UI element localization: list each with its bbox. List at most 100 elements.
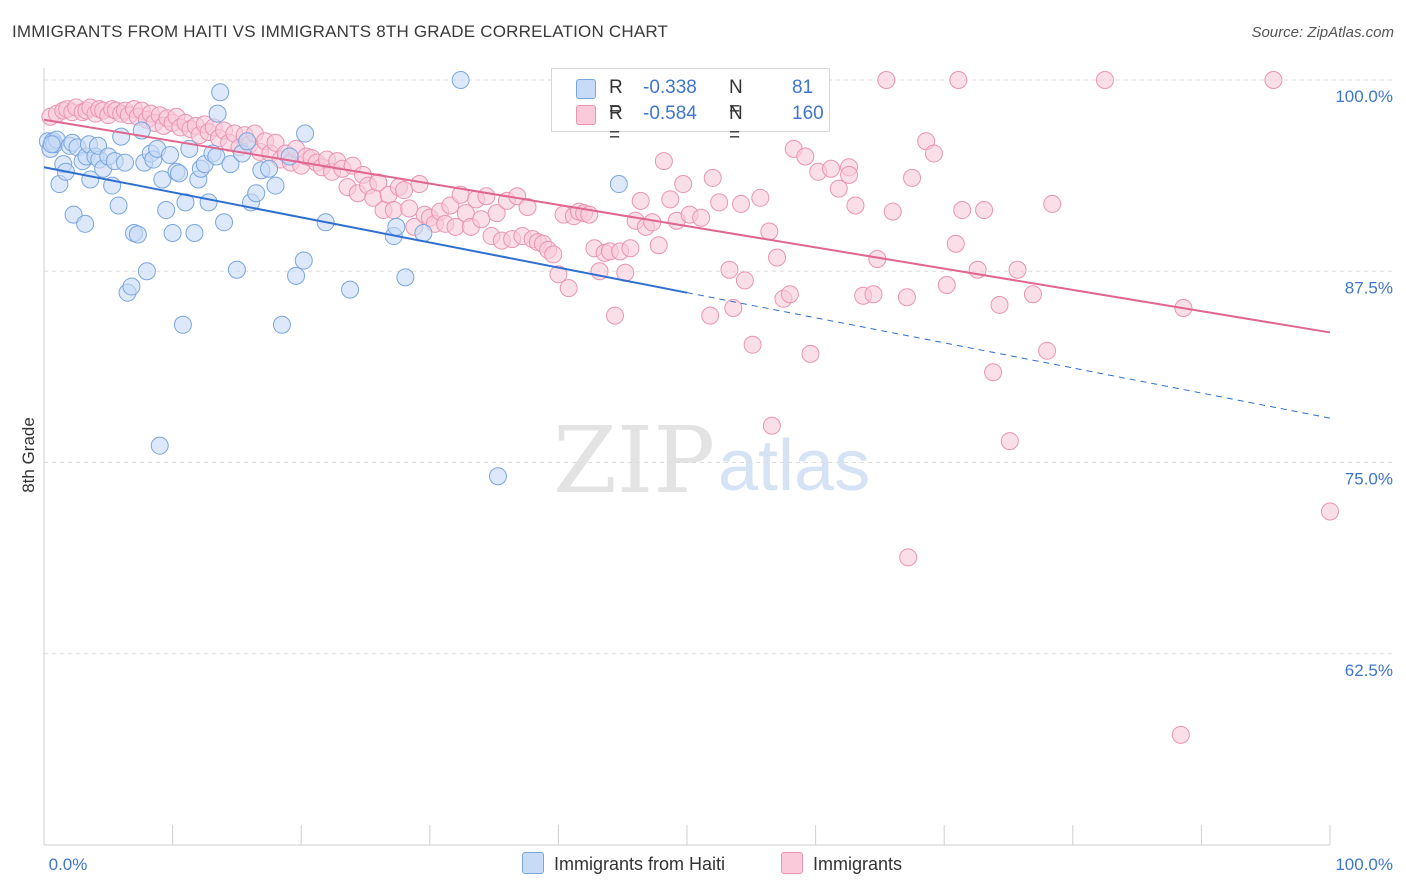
legend-r-label: R =	[609, 103, 623, 146]
data-point-immigrants	[410, 175, 429, 194]
watermark: ZIP atlas	[553, 407, 870, 514]
bottom-legend-swatch-haiti	[522, 852, 544, 874]
data-point-immigrants	[518, 197, 537, 216]
data-point-immigrants	[846, 196, 865, 215]
data-point-immigrants	[692, 208, 711, 227]
data-point-immigrants	[605, 306, 624, 325]
data-point-immigrants	[369, 173, 388, 192]
x-tick-label: 0.0%	[49, 855, 88, 874]
data-point-haiti	[185, 224, 204, 242]
data-point-haiti	[221, 155, 240, 174]
bottom-legend-label-haiti: Immigrants from Haiti	[554, 854, 726, 874]
data-point-haiti	[609, 175, 628, 194]
data-point-immigrants	[701, 306, 720, 325]
bottom-legend-haiti: Immigrants from Haiti	[522, 852, 725, 875]
data-point-immigrants	[477, 187, 496, 206]
trend-line-immigrants	[43, 118, 1331, 334]
series-haiti-points	[38, 71, 628, 486]
data-point-immigrants	[953, 201, 972, 220]
data-point-immigrants	[674, 175, 693, 194]
data-point-immigrants	[720, 260, 739, 279]
data-point-haiti	[173, 315, 192, 334]
data-point-immigrants	[760, 222, 779, 241]
data-point-immigrants	[822, 159, 841, 178]
data-point-haiti	[280, 147, 299, 166]
legend-n-label: N =	[729, 103, 743, 146]
bottom-legend-swatch-immigrants	[781, 852, 803, 874]
bottom-legend-label-immigrants: Immigrants	[813, 854, 903, 874]
data-point-immigrants	[472, 210, 491, 229]
data-point-immigrants	[768, 248, 787, 267]
data-point-haiti	[341, 280, 360, 299]
data-point-immigrants	[762, 416, 781, 435]
watermark-zip: ZIP	[553, 407, 715, 514]
legend-swatch-haiti	[576, 79, 596, 99]
y-tick-label: 62.5%	[1345, 661, 1393, 680]
data-point-haiti	[153, 170, 172, 189]
data-point-immigrants	[724, 298, 743, 317]
data-point-haiti	[116, 153, 135, 172]
data-point-immigrants	[924, 144, 943, 163]
data-point-haiti	[294, 251, 313, 270]
y-tick-label: 75.0%	[1345, 470, 1393, 489]
data-point-immigrants	[710, 193, 729, 212]
data-point-immigrants	[654, 152, 673, 171]
data-point-immigrants	[1008, 260, 1027, 279]
data-point-immigrants	[544, 245, 563, 264]
data-point-immigrants	[735, 271, 754, 290]
chart-title: IMMIGRANTS FROM HAITI VS IMMIGRANTS 8TH …	[12, 22, 669, 41]
data-point-haiti	[287, 266, 306, 285]
y-tick-label: 87.5%	[1345, 278, 1393, 297]
data-point-immigrants	[877, 71, 896, 89]
data-point-immigrants	[801, 344, 820, 363]
data-point-immigrants	[703, 168, 722, 187]
data-point-haiti	[128, 225, 147, 244]
legend-n-label: N =	[729, 77, 743, 120]
data-point-haiti	[122, 277, 141, 296]
data-point-immigrants	[903, 168, 922, 187]
data-point-immigrants	[984, 363, 1003, 382]
data-point-haiti	[396, 268, 415, 287]
legend-r-label: R =	[609, 77, 623, 120]
legend-box: R = -0.338 N = 81 R = -0.584 N = 160	[551, 68, 830, 146]
axes	[43, 68, 1331, 846]
data-point-haiti	[208, 104, 227, 123]
legend-r-value: -0.584	[643, 103, 697, 124]
data-point-haiti	[170, 164, 189, 183]
trend-line-haiti	[43, 166, 688, 294]
data-point-immigrants	[661, 190, 680, 209]
legend-r-value: -0.338	[643, 77, 697, 98]
data-point-haiti	[150, 436, 169, 455]
data-point-haiti	[247, 184, 266, 203]
legend-swatch-immigrants	[576, 105, 596, 125]
source-label: Source: ZipAtlas.com	[1251, 24, 1394, 41]
data-point-immigrants	[395, 181, 414, 200]
data-point-haiti	[137, 262, 156, 281]
data-point-immigrants	[897, 288, 916, 307]
data-point-haiti	[161, 145, 180, 164]
trend-line-haiti-extension	[686, 292, 1331, 419]
data-point-haiti	[163, 224, 182, 242]
legend-n-value: 81	[792, 77, 814, 98]
data-point-haiti	[238, 132, 257, 151]
data-point-haiti	[260, 159, 279, 178]
data-point-immigrants	[829, 179, 848, 198]
data-point-haiti	[42, 135, 61, 154]
grid-lines	[44, 79, 1395, 655]
data-point-immigrants	[1321, 502, 1339, 521]
data-point-immigrants	[949, 71, 968, 89]
y-tick-labels: 62.5% 75.0% 87.5% 100.0%	[1335, 87, 1393, 680]
legend-n-value: 160	[792, 103, 824, 124]
data-point-immigrants	[1038, 341, 1057, 360]
data-point-haiti	[76, 214, 95, 233]
data-point-immigrants	[1000, 432, 1019, 451]
data-point-immigrants	[937, 276, 956, 295]
data-point-immigrants	[384, 201, 403, 220]
data-point-immigrants	[549, 265, 568, 284]
x-tick-labels: 0.0% 100.0%	[49, 855, 1393, 874]
data-point-haiti	[272, 315, 291, 334]
data-point-immigrants	[780, 285, 799, 304]
data-point-immigrants	[864, 285, 883, 304]
data-point-haiti	[199, 193, 218, 212]
data-point-immigrants	[899, 548, 918, 567]
